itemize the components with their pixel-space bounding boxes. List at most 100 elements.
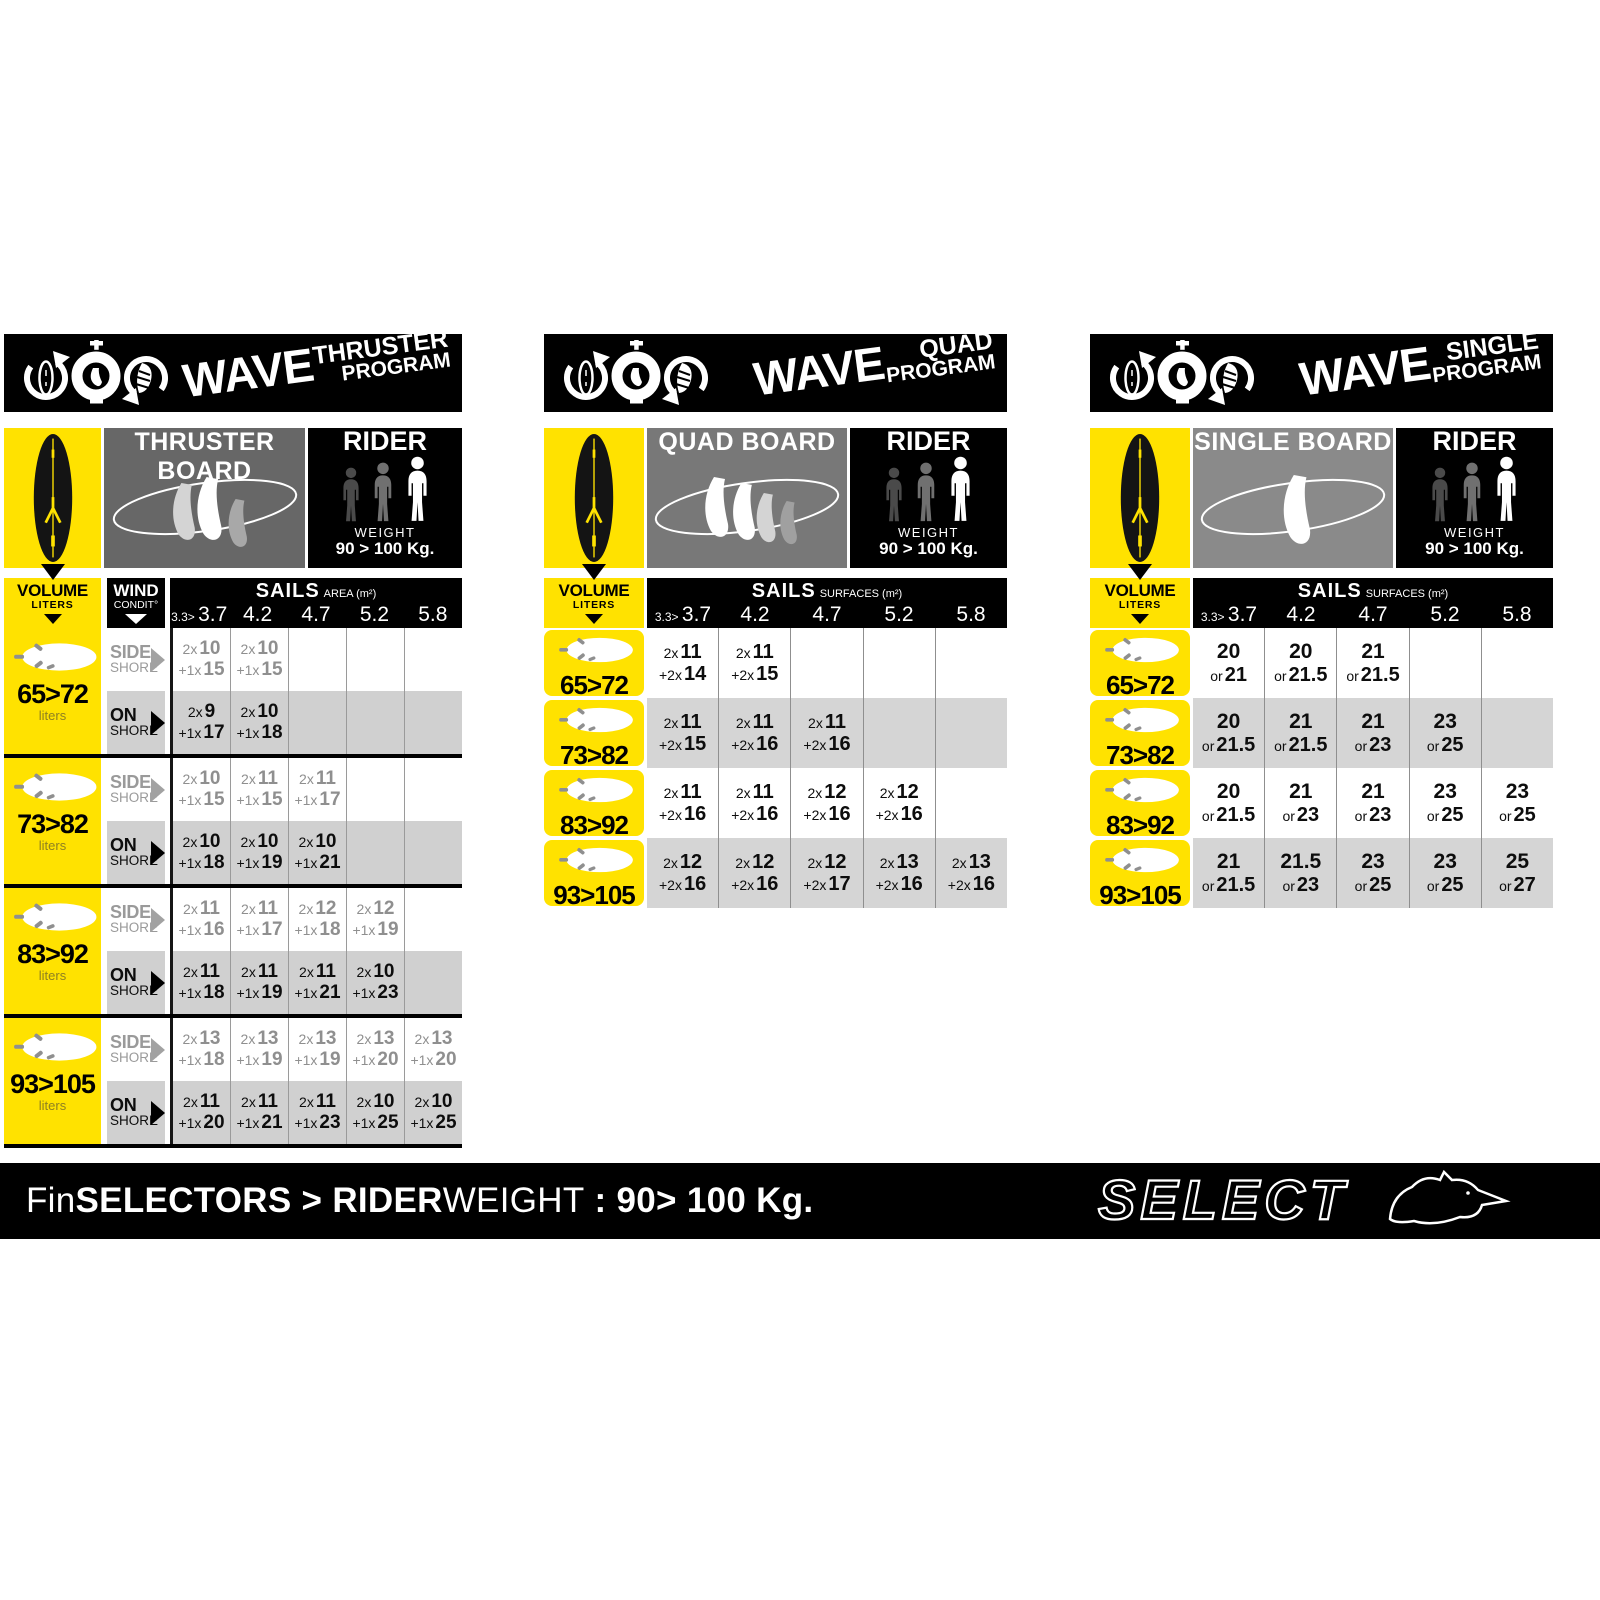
- board-underside: [549, 633, 639, 672]
- sail-size-big: 3.7: [1227, 603, 1258, 626]
- fin-cell-sideshore: [347, 628, 404, 691]
- fin-size-line: +2x 16: [731, 733, 778, 755]
- size-value: 20: [377, 1048, 399, 1070]
- fin-size-line: or 25: [1427, 804, 1464, 826]
- fin-size-line: +1x 17: [294, 789, 340, 811]
- board-label: SINGLE BOARD: [1194, 428, 1392, 456]
- rider-silhouette-icon: [917, 462, 935, 522]
- table-single: WAVE SINGLE PROGRAM SINGLE BOARD RIDER WEIGHT…: [1090, 326, 1553, 908]
- fin-size-line: +2x 16: [659, 873, 706, 895]
- fin-size-line: 23: [1506, 780, 1529, 804]
- down-triangle-icon: [582, 564, 606, 580]
- board-underside-icon: [1105, 847, 1179, 873]
- fin-cell-onshore: 2x 10 +1x 18: [173, 821, 230, 884]
- size-value: 21: [319, 851, 341, 873]
- fin-cell-sideshore: [405, 758, 462, 821]
- fin-cell-sideshore: [405, 888, 462, 951]
- size-prefix: +1x: [294, 984, 318, 1001]
- fin-cells-area: 21 or 21.5 21.5 or 23 23 or 25 23 or 25 25 or 27: [1193, 838, 1553, 908]
- size-prefix: 2x: [414, 1030, 430, 1047]
- fin-cell-sideshore: 2x 10 +1x 15: [173, 758, 230, 821]
- size-prefix: 2x: [240, 640, 256, 657]
- fin-cell: 23 or 25: [1480, 768, 1553, 838]
- size-value: 10: [373, 960, 395, 982]
- group-separator: [4, 754, 462, 758]
- fin-cell: 2x 11 +2x 15: [718, 628, 790, 698]
- rider-label: RIDER: [886, 426, 971, 456]
- weight-value: 90 > 100 Kg.: [1425, 539, 1524, 558]
- size-prefix: +1x: [178, 791, 202, 808]
- fin-cell-sideshore: [347, 758, 404, 821]
- size-prefix: +1x: [294, 1114, 318, 1131]
- volume-group-row: 93>105 liters SIDE SHORE ON SHORE 2x 13 +1x 18 2x 1…: [4, 1018, 462, 1144]
- header-gap: [544, 564, 1007, 580]
- fin-size-line: +1x 25: [352, 1112, 398, 1134]
- volume-board-cell: [1090, 428, 1190, 568]
- size-prefix: +1x: [178, 984, 202, 1001]
- fin-size-line: or 25: [1499, 804, 1536, 826]
- fin-cells-area: 2x 11 +2x 15 2x 11 +2x 16 2x 11 +2x 16: [647, 698, 1007, 768]
- fin-cell-onshore: 2x 11 +1x 19: [231, 951, 288, 1014]
- size-value: 10: [199, 767, 221, 789]
- fin-cell: 2x 11 +2x 16: [718, 698, 790, 768]
- size-prefix: 2x: [240, 833, 256, 850]
- fin-cell: 23 or 25: [1408, 768, 1481, 838]
- fin-size-line: +1x 18: [178, 982, 224, 1004]
- board-underside: [549, 703, 639, 742]
- size-value: 15: [261, 658, 283, 680]
- size-value: 10: [199, 637, 221, 659]
- size-prefix: 2x: [808, 714, 823, 731]
- fin-cell: 2x 13 +2x 16: [934, 838, 1007, 908]
- shore-label: SHORE: [110, 853, 159, 869]
- fin-size-line: +2x 14: [659, 663, 706, 685]
- fin-cell-onshore: 2x 9 +1x 17: [173, 691, 230, 754]
- sail-column: 2x 11 +1x 17 2x 11 +1x 19: [230, 888, 288, 1014]
- board-top-view-icon: [574, 434, 614, 562]
- on-label: ON: [110, 835, 137, 856]
- fin-size-line: 2x 11: [808, 711, 846, 733]
- fin-size-line: +1x 15: [236, 789, 282, 811]
- fin-size-line: 2x 13: [241, 1028, 279, 1050]
- size-value: 23: [1433, 850, 1457, 874]
- fin-size-line: +1x 17: [178, 722, 224, 744]
- size-value: 27: [1513, 873, 1536, 896]
- volume-row: 93>105liters2x12+2x162x12+2x162x12+2x172…: [544, 838, 1007, 908]
- size-value: 10: [257, 830, 279, 852]
- size-value: 25: [435, 1111, 457, 1133]
- size-value: 12: [824, 850, 847, 873]
- size-value: 10: [257, 637, 279, 659]
- size-value: 11: [199, 960, 220, 982]
- board-underside-icon: [1105, 637, 1179, 663]
- size-prefix: +2x: [658, 877, 682, 893]
- rider-silhouettes: [1396, 456, 1553, 523]
- size-prefix: +1x: [294, 854, 318, 871]
- volume-row: 83>92liters20or21.521or2321or2323or2523o…: [1090, 768, 1553, 838]
- size-value: 16: [756, 803, 779, 825]
- fin-size-line: +2x 16: [659, 803, 706, 825]
- fin-cells-area: 2x 13 +1x 18 2x 11 +1x 20 2x 13 +1x 19 2x 11 +1x 21 2x 13…: [170, 1018, 462, 1144]
- fin-size-line: 2x 10: [415, 1091, 453, 1113]
- fin-size-line: 23: [1361, 850, 1384, 874]
- right-triangle-icon: [151, 907, 165, 932]
- sail-size: 5.8: [404, 604, 462, 625]
- size-value: 16: [900, 803, 923, 825]
- size-value: 16: [756, 733, 779, 755]
- liters-unit: liters: [38, 838, 67, 853]
- volume-value: 83>92: [559, 810, 629, 836]
- board-underside-icon: [13, 643, 96, 671]
- sail-column: 2x 12 +1x 19 2x 10 +1x 23: [346, 888, 404, 1014]
- size-value: 19: [261, 981, 283, 1003]
- board-header-row: QUAD BOARD RIDER WEIGHT 90 > 100 Kg.: [544, 428, 1007, 568]
- fin-cell-sideshore: 2x 10 +1x 15: [231, 628, 288, 691]
- sail-column: 2x 11 +1x 17 2x 10 +1x 21: [288, 758, 346, 884]
- fin-cell-onshore: [405, 951, 462, 1014]
- program-title-bar: WAVE SINGLE PROGRAM: [1090, 326, 1553, 412]
- side-shore-cell: SIDE SHORE: [107, 758, 165, 821]
- sail-size: 4.7: [791, 604, 863, 625]
